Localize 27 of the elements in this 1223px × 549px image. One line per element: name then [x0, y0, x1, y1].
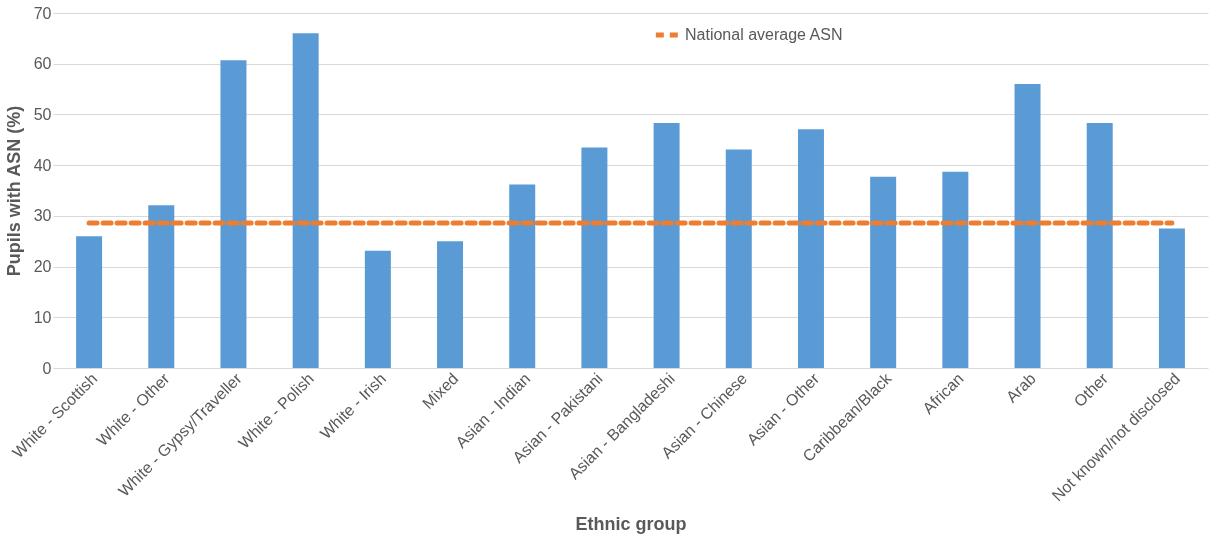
bar [797, 129, 824, 368]
bar [1014, 84, 1041, 368]
y-tick-label: 50 [33, 105, 52, 123]
y-tick-label: 70 [33, 4, 52, 22]
bar [725, 149, 752, 368]
bar [220, 60, 247, 368]
bar [581, 147, 608, 368]
y-tick-label: 20 [33, 258, 52, 276]
y-tick-label: 0 [42, 359, 52, 377]
bar [76, 236, 103, 368]
bar [870, 176, 897, 368]
x-axis-title: Ethnic group [575, 514, 687, 535]
y-tick-label: 60 [33, 55, 52, 73]
y-tick-label: 10 [33, 308, 52, 326]
bar [437, 241, 464, 368]
bar [509, 184, 536, 368]
bar [292, 33, 319, 368]
bar [148, 205, 175, 368]
bar [1158, 228, 1185, 368]
y-tick-label: 30 [33, 207, 52, 225]
bar [1086, 123, 1113, 368]
bar [942, 171, 969, 368]
y-axis-title: Pupils with ASN (%) [3, 105, 24, 277]
y-tick-label: 40 [33, 156, 52, 174]
bar [364, 250, 391, 368]
bar [653, 123, 680, 368]
legend-label: National average ASN [685, 26, 843, 43]
